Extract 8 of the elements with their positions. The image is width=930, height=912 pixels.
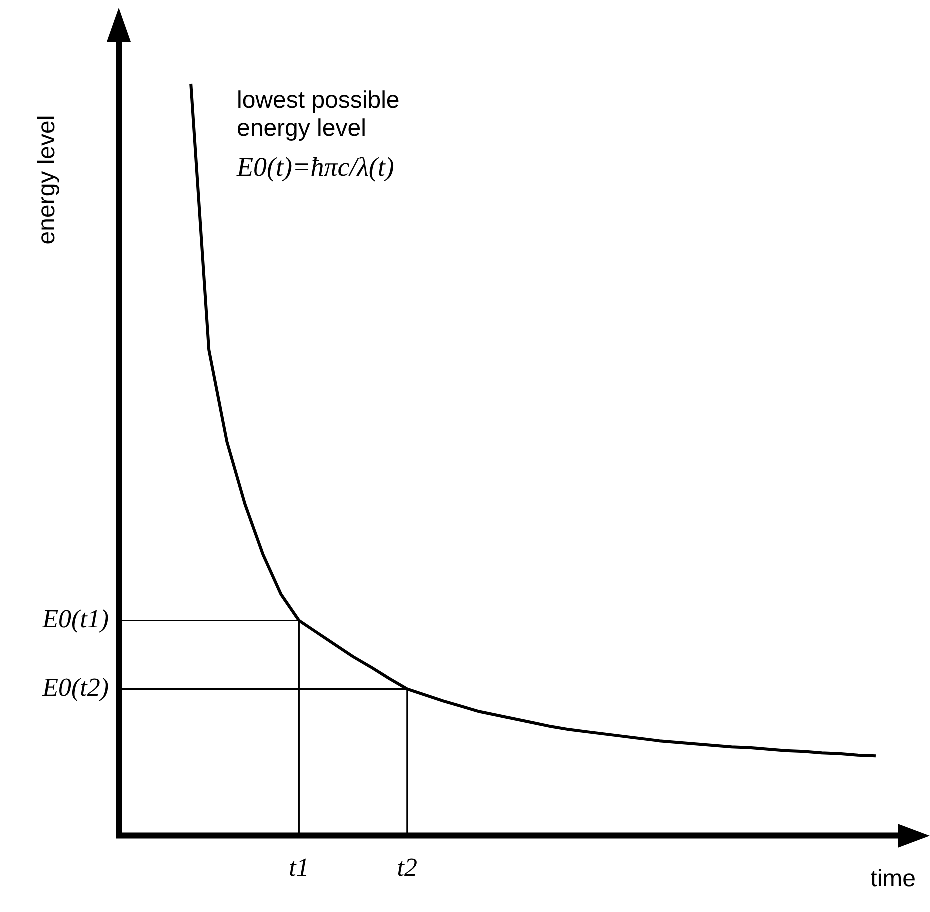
x-tick-label: t2 [397, 853, 418, 882]
y-axis-title: energy level [34, 115, 61, 245]
x-axis-title: time [870, 865, 916, 892]
annotation: lowest possible energy level [237, 87, 400, 142]
ref-line-label: E0(t2) [42, 673, 109, 702]
x-tick-label: t1 [289, 853, 310, 882]
annotation: E0(t)=ħπc/λ(t) [236, 152, 394, 182]
ref-line-label: E0(t1) [42, 604, 109, 634]
